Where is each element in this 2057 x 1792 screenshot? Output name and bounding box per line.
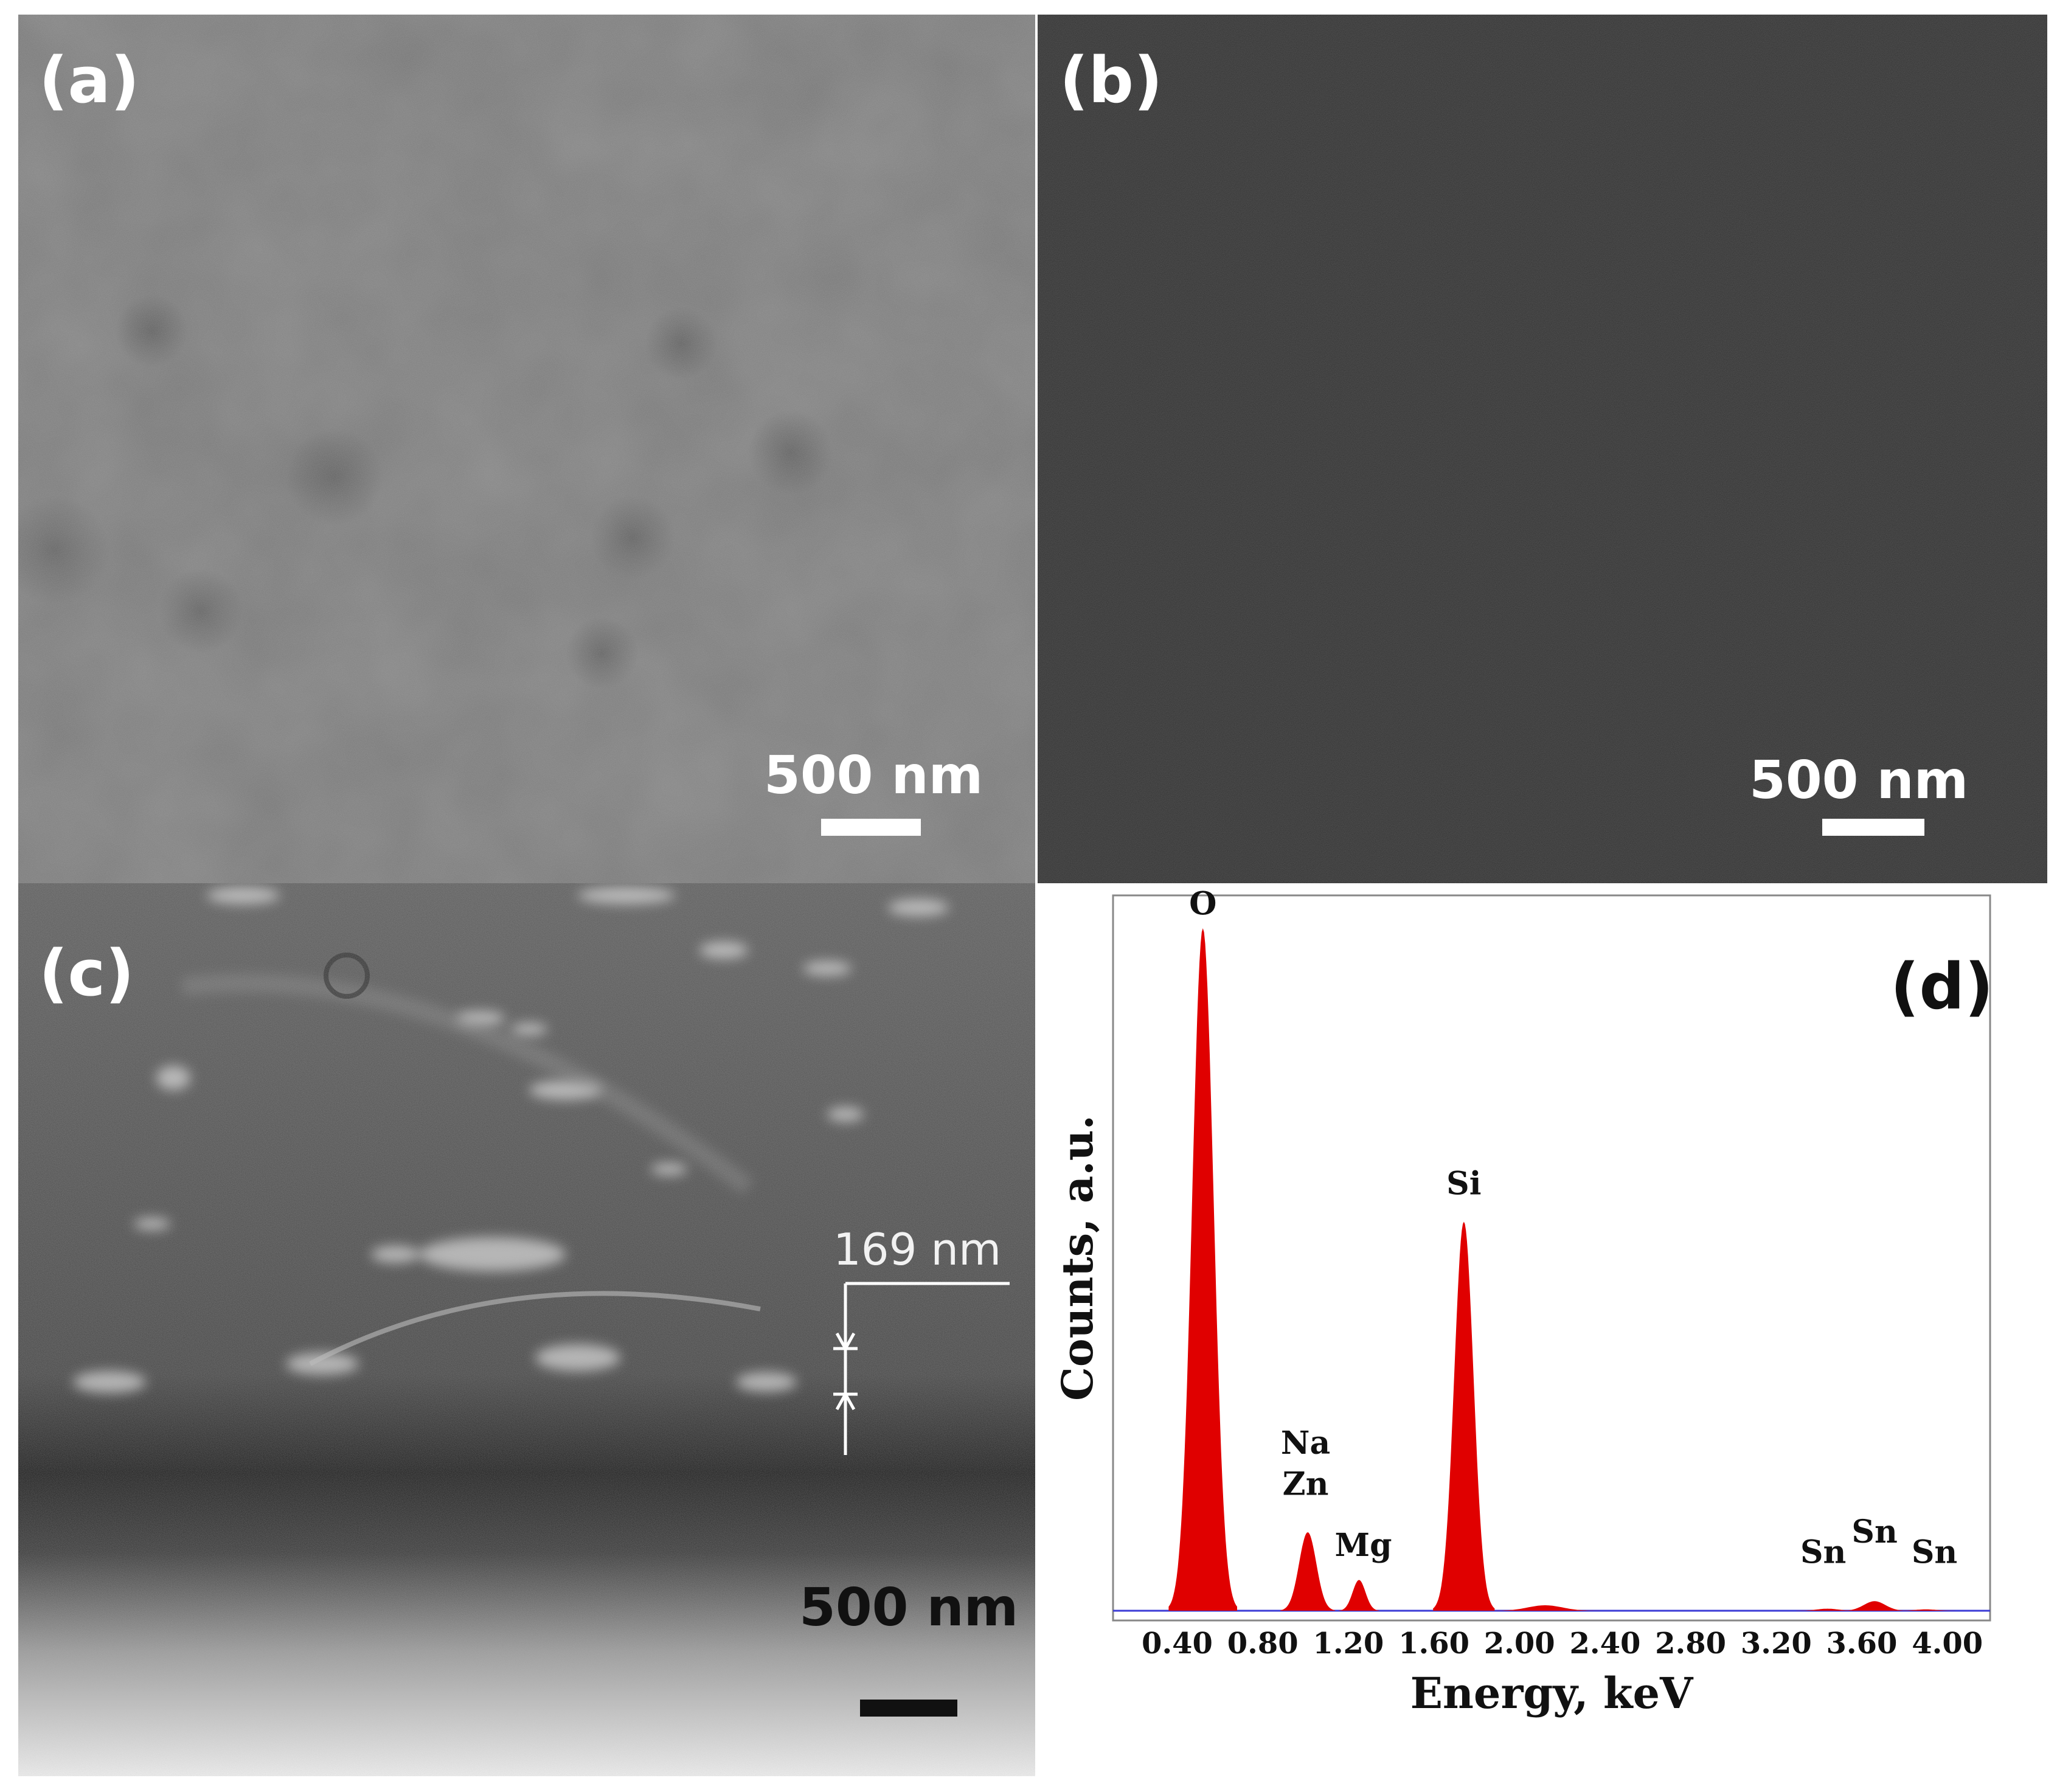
- spectrum-peak-0: [1168, 928, 1237, 1611]
- sem-image-c: 169 nm (c) 500 nm: [18, 883, 1035, 1776]
- peak-label-0: O: [1189, 886, 1216, 923]
- scale-bar-label-c: 500 nm: [799, 1577, 1019, 1638]
- sem-image-a: (a) 500 nm: [18, 15, 1035, 883]
- spectrum-peak-3: [1433, 1221, 1495, 1611]
- spectrum-peak-6: [1840, 1601, 1909, 1611]
- peak-label-7: Sn: [1912, 1533, 1957, 1571]
- peak-label-4: Si: [1446, 1165, 1481, 1203]
- thickness-label: 169 nm: [833, 1224, 1002, 1275]
- y-axis-label: Counts, a.u.: [1052, 1115, 1103, 1401]
- sem-texture-a: [18, 15, 1035, 883]
- x-tick-label-3: 1.60: [1398, 1627, 1469, 1661]
- x-axis-label: Energy, keV: [1410, 1668, 1694, 1718]
- scale-bar-label-b: 500 nm: [1749, 750, 1969, 811]
- eds-spectrum-panel: 0.40 0.80 1.20 1.60 2.00 2.40 2.80 3.20 3.60 4.00…: [1038, 883, 2057, 1792]
- panel-label-d: (d): [1890, 950, 1994, 1024]
- chart-area: [1113, 928, 1990, 1612]
- scale-bar-c: [860, 1700, 957, 1717]
- spectrum-peak-4: [1490, 1605, 1600, 1611]
- spectrum-peak-7: [1892, 1609, 1960, 1611]
- peak-label-5: Sn: [1800, 1533, 1846, 1571]
- scale-bar-label-a: 500 nm: [764, 745, 983, 806]
- spectrum-peak-5: [1793, 1608, 1862, 1611]
- spectrum-peak-2: [1338, 1580, 1380, 1611]
- x-tick-label-8: 3.60: [1826, 1627, 1898, 1661]
- sem-texture-b: [1038, 15, 2047, 883]
- x-tick-label-6: 2.80: [1655, 1627, 1726, 1661]
- plot-frame: [1112, 894, 1991, 1622]
- panel-label-b: (b): [1060, 43, 1163, 117]
- panel-label-c: (c): [39, 936, 134, 1010]
- x-tick-label-1: 0.80: [1227, 1627, 1299, 1661]
- eds-spectrum-chart: 0.40 0.80 1.20 1.60 2.00 2.40 2.80 3.20 3.60 4.00…: [1052, 886, 1991, 1718]
- thickness-marker: [833, 1282, 1010, 1455]
- x-tick-label-7: 3.20: [1741, 1627, 1812, 1661]
- scale-bar-a: [821, 819, 921, 836]
- sem-image-b: (b) 500 nm: [1038, 15, 2047, 883]
- x-tick-label-9: 4.00: [1912, 1627, 1983, 1661]
- x-tick-label-2: 1.20: [1313, 1627, 1384, 1661]
- panel-label-a: (a): [39, 43, 140, 117]
- x-tick-label-5: 2.40: [1569, 1627, 1640, 1661]
- sem-texture-c: [18, 883, 1035, 1776]
- x-axis-ticks: 0.40 0.80 1.20 1.60 2.00 2.40 2.80 3.20 3.60 4.00: [1142, 1627, 1983, 1661]
- peak-label-2: Zn: [1283, 1465, 1329, 1502]
- peak-label-1: Na: [1281, 1425, 1330, 1462]
- scale-bar-b: [1822, 819, 1924, 836]
- spectrum-peak-1: [1280, 1532, 1336, 1611]
- x-tick-label-4: 2.00: [1484, 1627, 1555, 1661]
- x-tick-label-0: 0.40: [1142, 1627, 1213, 1661]
- peak-label-6: Sn: [1851, 1513, 1897, 1551]
- peak-label-3: Mg: [1335, 1527, 1392, 1564]
